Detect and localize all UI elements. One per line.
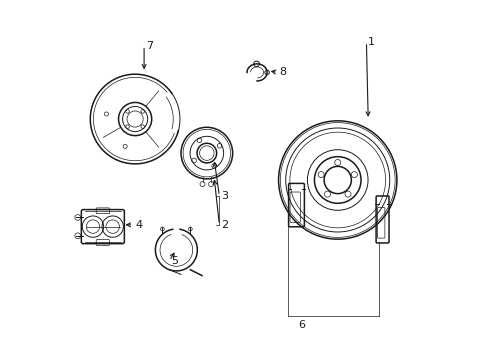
Text: 4: 4 xyxy=(135,220,142,230)
Text: 6: 6 xyxy=(298,320,305,330)
Text: 3: 3 xyxy=(221,191,228,201)
Text: 8: 8 xyxy=(279,67,286,77)
Text: 2: 2 xyxy=(221,220,228,230)
Text: 1: 1 xyxy=(367,37,374,47)
Text: 7: 7 xyxy=(145,41,153,50)
Text: 5: 5 xyxy=(171,256,178,266)
